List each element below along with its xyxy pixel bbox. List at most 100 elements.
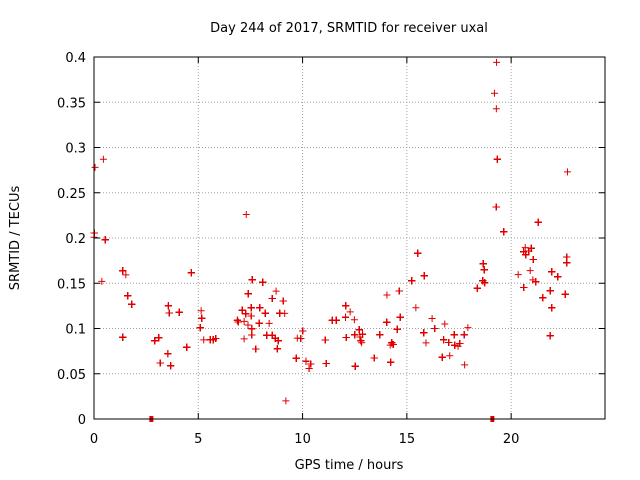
data-point [473, 284, 481, 292]
data-point [247, 304, 255, 312]
data-point [460, 331, 468, 339]
x-axis-label: GPS time / hours [295, 458, 404, 473]
data-point [119, 267, 127, 275]
data-point [351, 362, 359, 370]
data-point [456, 339, 464, 347]
data-point [514, 271, 522, 279]
data-point [389, 341, 397, 349]
data-point [321, 336, 329, 344]
data-point [198, 314, 206, 322]
data-point [548, 304, 556, 312]
data-point [446, 352, 454, 360]
data-point [261, 309, 269, 317]
y-tick-label: 0.15 [57, 277, 86, 292]
data-point [244, 321, 252, 329]
data-point [393, 325, 401, 333]
data-point [101, 236, 109, 244]
y-tick-label: 0.1 [65, 323, 86, 338]
data-point [563, 259, 571, 267]
data-point [388, 339, 396, 347]
x-tick-label: 20 [503, 432, 520, 447]
data-point [563, 168, 571, 176]
data-point [342, 302, 350, 310]
chart-title: Day 244 of 2017, SRMTID for receiver uxa… [210, 21, 488, 36]
data-point [265, 319, 273, 327]
data-point [98, 277, 106, 285]
data-point [342, 334, 350, 342]
data-point [370, 354, 378, 362]
data-point [464, 324, 472, 332]
data-point [563, 253, 571, 261]
data-point [302, 357, 310, 365]
data-point [279, 297, 287, 305]
grid-layer [94, 57, 605, 419]
x-tick-label: 15 [399, 432, 416, 447]
y-tick-label: 0 [78, 413, 86, 428]
data-point [164, 302, 172, 310]
y-tick-label: 0.2 [65, 232, 86, 247]
data-point [493, 155, 501, 163]
data-point [355, 326, 363, 334]
x-tick-label: 10 [294, 432, 311, 447]
data-point [122, 271, 130, 279]
data-point [438, 353, 446, 361]
data-point [209, 336, 217, 344]
data-point [299, 327, 307, 335]
data-point [242, 210, 250, 218]
data-point [420, 272, 428, 280]
data-point [546, 332, 554, 340]
data-point [164, 350, 172, 358]
data-point [248, 331, 256, 339]
data-point [322, 360, 330, 368]
data-point [500, 228, 508, 236]
data-point [292, 354, 300, 362]
data-point [441, 320, 449, 328]
data-point [408, 277, 416, 285]
data-point [479, 260, 487, 268]
data-point [440, 336, 448, 344]
data-point [396, 313, 404, 321]
y-tick-label: 0.25 [57, 187, 86, 202]
data-point [175, 308, 183, 316]
data-point [155, 334, 163, 342]
data-point [539, 294, 547, 302]
data-point [376, 331, 384, 339]
data-point [156, 359, 164, 367]
data-point [414, 249, 422, 257]
data-point [297, 334, 305, 342]
data-point [200, 336, 208, 344]
data-point [554, 273, 562, 281]
data-point [151, 337, 159, 345]
data-points [90, 58, 571, 405]
data-point [461, 361, 469, 369]
data-point [346, 308, 354, 316]
data-point [119, 333, 127, 341]
data-point [412, 304, 420, 312]
data-point [240, 335, 248, 343]
data-point [307, 360, 315, 368]
y-tick-label: 0.05 [57, 368, 86, 383]
data-point [273, 345, 281, 353]
data-point [305, 365, 313, 373]
data-point [492, 105, 500, 113]
y-tick-label: 0.35 [57, 96, 86, 111]
data-point [526, 267, 534, 275]
data-point [272, 287, 280, 295]
axis-ticks: 0 0.05 0.1 0.15 0.2 0.25 0.3 0.35 0.4 0 5 10 15 20 [57, 51, 605, 447]
data-point [124, 292, 132, 300]
data-point [268, 331, 276, 339]
data-point [383, 291, 391, 299]
data-point [527, 244, 535, 252]
data-point [428, 314, 436, 322]
data-point [520, 248, 528, 256]
data-point [387, 358, 395, 366]
data-point [451, 341, 459, 349]
data-point [196, 324, 204, 332]
data-point [328, 316, 336, 324]
data-point [493, 58, 501, 66]
data-point [238, 306, 246, 314]
data-point [99, 155, 107, 163]
data-point [233, 316, 241, 324]
data-point [383, 318, 391, 326]
